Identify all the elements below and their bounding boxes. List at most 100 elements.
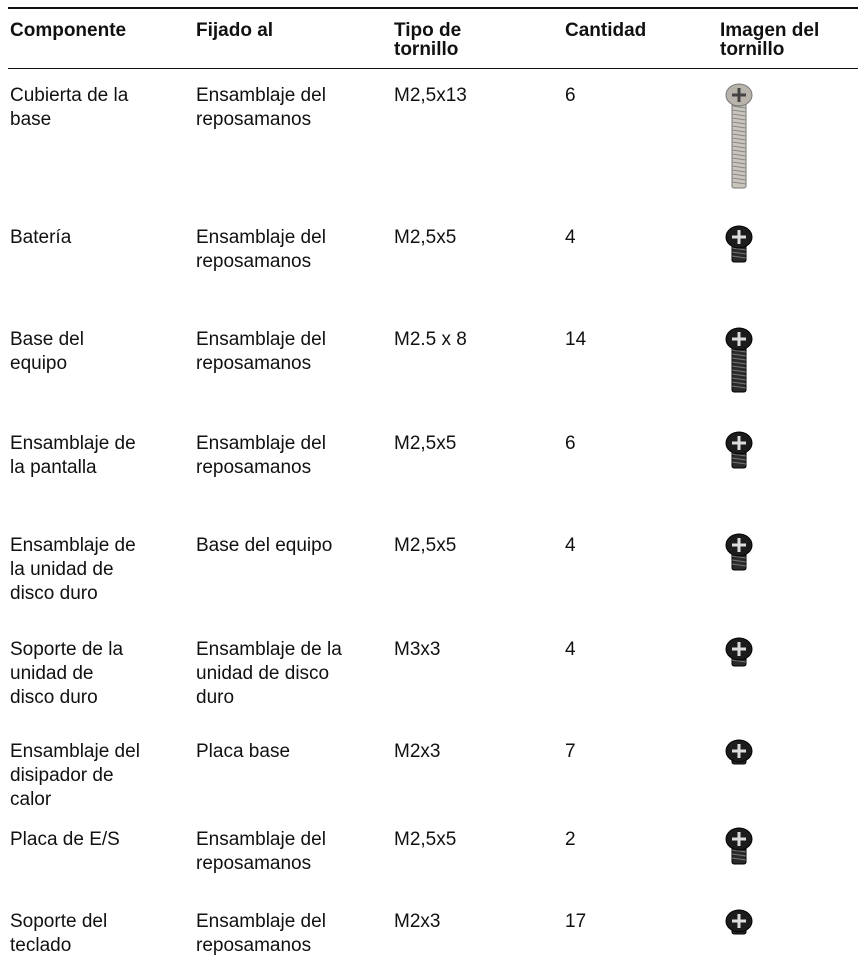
table-cell: 17 [565, 910, 586, 934]
screw-icon [719, 430, 759, 482]
table-cell: 7 [565, 740, 576, 764]
cell-line: Ensamblaje del [196, 432, 326, 456]
cell-line: Placa de E/S [10, 828, 120, 852]
table-cell: Placa de E/S [10, 828, 120, 852]
table-cell: 2 [565, 828, 576, 852]
table-cell: 4 [565, 638, 576, 662]
top-rule [8, 7, 858, 9]
cell-line: Soporte de la [10, 638, 123, 662]
cell-line: Cubierta de la [10, 84, 128, 108]
cell-line: M3x3 [394, 638, 440, 662]
cell-line: Tipo de [394, 21, 461, 40]
table-cell: M3x3 [394, 638, 440, 662]
header-cell: Fijado al [196, 21, 273, 40]
cell-line: disco duro [10, 686, 123, 710]
cell-line: Ensamblaje del [196, 910, 326, 934]
cell-line: tornillo [720, 40, 819, 59]
cell-line: reposamanos [196, 250, 326, 274]
cell-line: M2,5x5 [394, 534, 456, 558]
cell-line: Ensamblaje de [10, 534, 136, 558]
cell-line: unidad de disco [196, 662, 342, 686]
cell-line: M2,5x5 [394, 226, 456, 250]
cell-line: Ensamblaje del [196, 828, 326, 852]
screw-icon [719, 908, 759, 948]
table-cell: 4 [565, 226, 576, 250]
screw-icon [719, 224, 759, 276]
table-cell: M2,5x13 [394, 84, 467, 108]
cell-line: reposamanos [196, 108, 326, 132]
table-cell: 6 [565, 432, 576, 456]
table-cell: Placa base [196, 740, 290, 764]
cell-line: duro [196, 686, 342, 710]
table-cell: M2x3 [394, 740, 440, 764]
table-cell: 4 [565, 534, 576, 558]
header-cell: Cantidad [565, 21, 646, 40]
cell-line: Soporte del [10, 910, 107, 934]
cell-line: reposamanos [196, 352, 326, 376]
table-cell: Batería [10, 226, 71, 250]
cell-line: base [10, 108, 128, 132]
cell-line: Ensamblaje de [10, 432, 136, 456]
cell-line: M2x3 [394, 740, 440, 764]
cell-line: Cantidad [565, 21, 646, 40]
screw-icon [719, 326, 759, 406]
screw-icon [719, 532, 759, 584]
cell-line: equipo [10, 352, 84, 376]
cell-line: la pantalla [10, 456, 136, 480]
cell-line: Ensamblaje del [196, 328, 326, 352]
header-rule [8, 68, 858, 69]
table-cell: 6 [565, 84, 576, 108]
cell-line: unidad de [10, 662, 123, 686]
cell-line: M2,5x5 [394, 828, 456, 852]
cell-line: Ensamblaje del [10, 740, 140, 764]
screw-icon [719, 82, 759, 202]
cell-line: M2,5x5 [394, 432, 456, 456]
table-cell: M2x3 [394, 910, 440, 934]
table-cell: M2,5x5 [394, 534, 456, 558]
cell-line: reposamanos [196, 456, 326, 480]
table-cell: M2,5x5 [394, 432, 456, 456]
cell-line: disco duro [10, 582, 136, 606]
cell-line: Ensamblaje de la [196, 638, 342, 662]
cell-line: Componente [10, 21, 126, 40]
cell-line: tornillo [394, 40, 461, 59]
cell-line: Imagen del [720, 21, 819, 40]
screw-icon [719, 636, 759, 680]
cell-line: Ensamblaje del [196, 226, 326, 250]
table-cell: M2,5x5 [394, 828, 456, 852]
cell-line: Placa base [196, 740, 290, 764]
cell-line: Batería [10, 226, 71, 250]
header-cell: Componente [10, 21, 126, 40]
table-cell: 14 [565, 328, 586, 352]
screw-icon [719, 738, 759, 778]
cell-line: M2x3 [394, 910, 440, 934]
table-cell: M2.5 x 8 [394, 328, 467, 352]
table-cell: Base del equipo [196, 534, 332, 558]
cell-line: Fijado al [196, 21, 273, 40]
table-cell: M2,5x5 [394, 226, 456, 250]
cell-line: Ensamblaje del [196, 84, 326, 108]
cell-line: reposamanos [196, 852, 326, 876]
cell-line: teclado [10, 934, 107, 958]
cell-line: M2,5x13 [394, 84, 467, 108]
cell-line: disipador de [10, 764, 140, 788]
cell-line: la unidad de [10, 558, 136, 582]
page: (() => { const data = JSON.parse(documen… [0, 0, 858, 972]
screw-icon [719, 826, 759, 878]
cell-line: M2.5 x 8 [394, 328, 467, 352]
cell-line: Base del equipo [196, 534, 332, 558]
